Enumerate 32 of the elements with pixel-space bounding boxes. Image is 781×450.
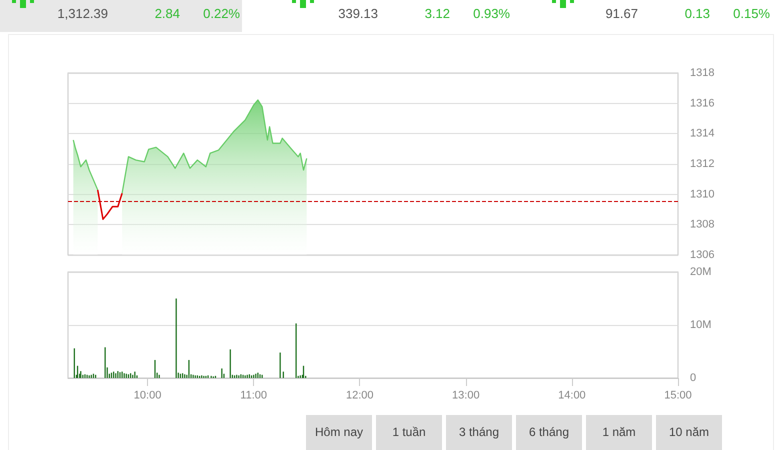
text: 0.22% <box>202 6 240 21</box>
line-series <box>96 189 123 220</box>
text: Hôm nay <box>306 415 372 450</box>
text: 10 năm <box>656 415 722 450</box>
y-tick-label: 1308 <box>690 218 714 231</box>
y-tick-label: 1318 <box>690 67 714 79</box>
text: 3.12 <box>424 6 450 21</box>
x-tick-label: 12:00 <box>346 390 374 402</box>
y-tick-label: 0 <box>690 372 696 384</box>
text: 91.67 <box>604 6 638 21</box>
x-tick-label: 14:00 <box>558 390 586 402</box>
text: 0.93% <box>472 6 510 21</box>
text: 3 tháng <box>446 415 512 450</box>
y-tick-label: 1316 <box>690 97 714 110</box>
text: 339.13 <box>337 6 378 21</box>
text: 0.15% <box>732 6 770 21</box>
x-tick-label: 13:00 <box>452 390 480 402</box>
text: 6 tháng <box>516 415 582 450</box>
text: 0.13 <box>684 6 710 21</box>
x-tick-label: 10:00 <box>134 390 162 402</box>
y-tick-label: 1306 <box>690 249 714 261</box>
y-tick-label: 1310 <box>690 188 714 200</box>
text: 1 năm <box>586 415 652 450</box>
y-tick-label: 20M <box>690 266 712 278</box>
y-tick-label: 1314 <box>690 128 714 140</box>
x-tick-label: 11:00 <box>240 390 268 402</box>
text: 2.84 <box>154 6 180 21</box>
y-tick-label: 1312 <box>690 158 714 170</box>
text: 1 tuần <box>376 415 442 450</box>
text: 1,312.39 <box>56 6 108 21</box>
y-tick-label: 10M <box>690 319 712 331</box>
x-tick-label: 15:00 <box>664 390 692 402</box>
